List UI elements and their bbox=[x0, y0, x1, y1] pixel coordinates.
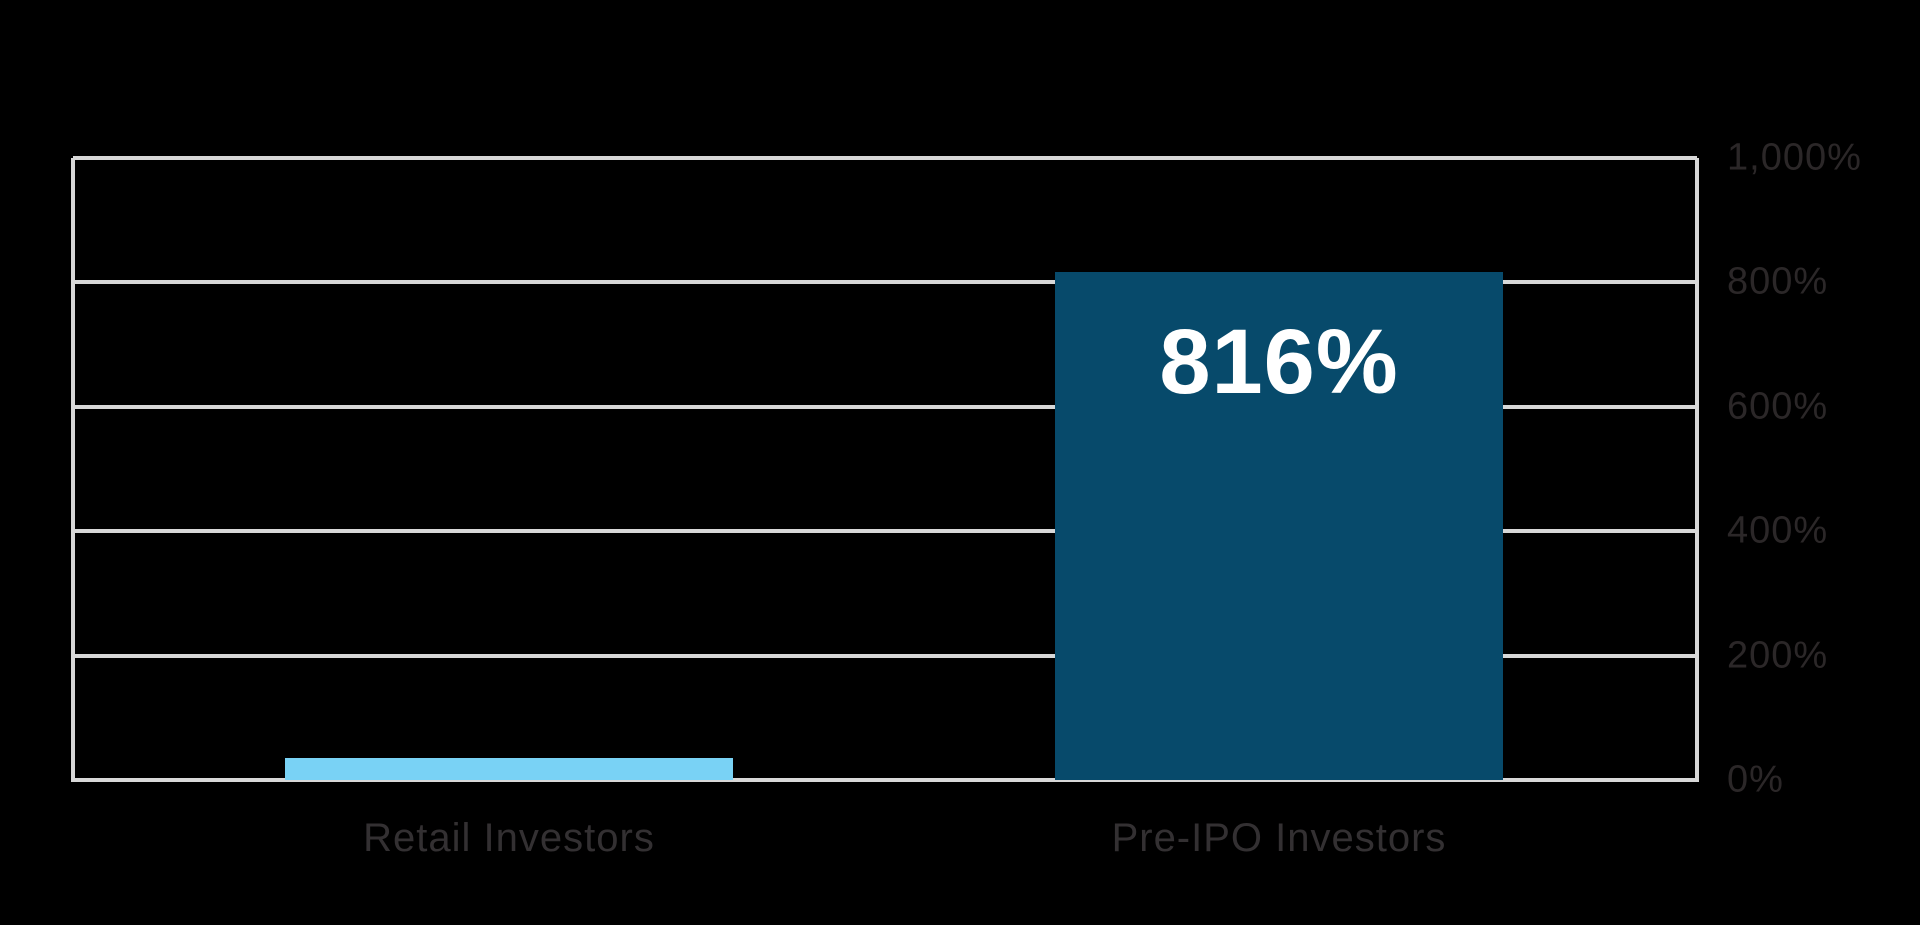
gridline-600 bbox=[73, 404, 1697, 409]
gridline-0 bbox=[73, 778, 1697, 782]
gridline-1000 bbox=[73, 156, 1697, 160]
ytick-label-0: 0% bbox=[1727, 758, 1784, 801]
gridline-400 bbox=[73, 529, 1697, 534]
ytick-label-1000: 1,000% bbox=[1727, 136, 1862, 179]
ytick-label-400: 400% bbox=[1727, 509, 1829, 552]
category-label-pre-ipo-investors: Pre-IPO Investors bbox=[1111, 816, 1447, 860]
plot-area: 816% bbox=[71, 156, 1699, 782]
plot-border-right bbox=[1695, 158, 1699, 782]
ytick-label-800: 800% bbox=[1727, 260, 1829, 303]
bar-value-label-pre-ipo-investors: 816% bbox=[1159, 311, 1399, 414]
plot-border-left bbox=[71, 158, 75, 782]
category-label-retail-investors: Retail Investors bbox=[363, 816, 655, 860]
gridline-800 bbox=[73, 280, 1697, 285]
bar-pre-ipo-investors: 816% bbox=[1055, 272, 1503, 780]
ytick-label-600: 600% bbox=[1727, 385, 1829, 428]
ytick-label-200: 200% bbox=[1727, 634, 1829, 677]
gridline-200 bbox=[73, 653, 1697, 658]
bar-retail-investors bbox=[285, 758, 733, 780]
